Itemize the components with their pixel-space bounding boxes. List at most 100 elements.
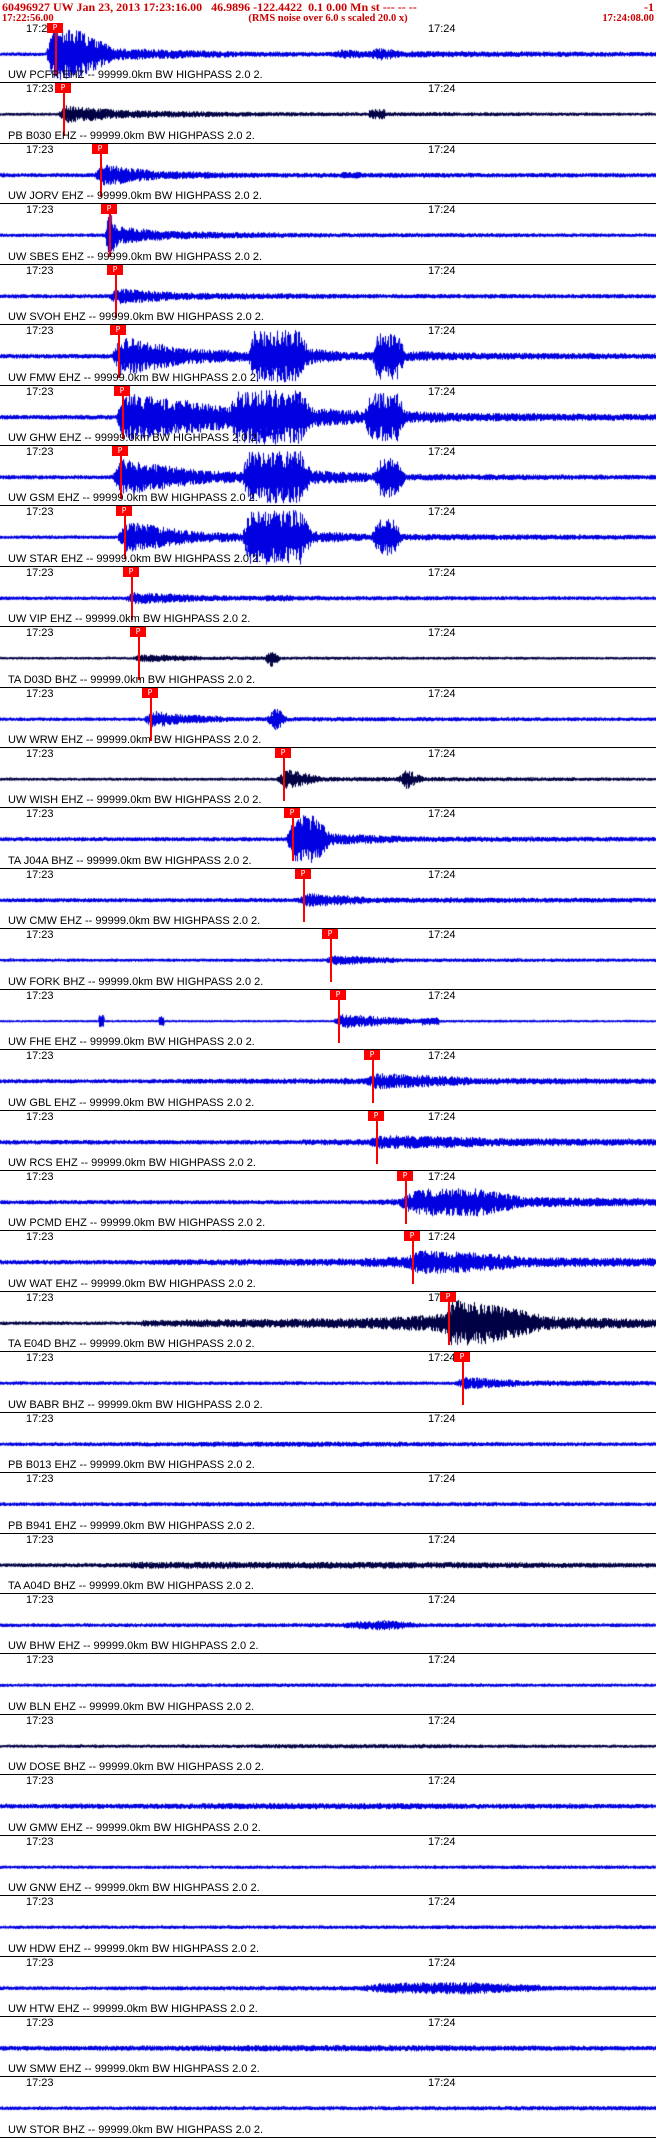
pick-flag[interactable]: P	[404, 1231, 420, 1242]
trace-label: PB B941 EHZ -- 99999.0km BW HIGHPASS 2.0…	[8, 1519, 255, 1532]
pick-flag[interactable]: P	[107, 264, 123, 275]
waveform-canvas[interactable]	[0, 1110, 656, 1171]
tick-right-label: 17:24	[428, 2016, 456, 2029]
pick-flag[interactable]: P	[114, 385, 130, 396]
trace-label: UW STAR EHZ -- 99999.0km BW HIGHPASS 2.0…	[8, 552, 262, 565]
tick-right-label: 17:24	[428, 748, 456, 761]
waveform-canvas[interactable]	[0, 1050, 656, 1110]
waveform-canvas[interactable]	[0, 506, 656, 566]
pick-flag[interactable]: P	[322, 929, 338, 940]
trace-row: 17:23 17:24 P UW GHW EHZ -- 99999.0km BW…	[0, 385, 656, 446]
pick-flag[interactable]: P	[284, 808, 300, 819]
pick-flag[interactable]: P	[454, 1352, 470, 1363]
pick-flag[interactable]: P	[295, 868, 311, 879]
waveform-canvas[interactable]	[0, 989, 656, 1050]
waveform-canvas[interactable]	[0, 385, 656, 445]
tick-left-label: 17:23	[26, 445, 54, 458]
trace-label: UW JORV EHZ -- 99999.0km BW HIGHPASS 2.0…	[8, 190, 262, 203]
pick-flag[interactable]: P	[110, 325, 126, 336]
trace-label: UW HTW EHZ -- 99999.0km BW HIGHPASS 2.0 …	[8, 2002, 258, 2015]
pick-flag[interactable]: P	[440, 1291, 456, 1302]
trace-label: TA J04A BHZ -- 99999.0km BW HIGHPASS 2.0…	[8, 854, 252, 867]
waveform-canvas[interactable]	[0, 325, 656, 385]
waveform-canvas[interactable]	[0, 1835, 656, 1896]
waveform-canvas[interactable]	[0, 143, 656, 204]
trace-label: UW BABR BHZ -- 99999.0km BW HIGHPASS 2.0…	[8, 1398, 263, 1411]
trace-label: UW FMW EHZ -- 99999.0km BW HIGHPASS 2.0 …	[8, 371, 260, 384]
trace-label: UW STOR BHZ -- 99999.0km BW HIGHPASS 2.0…	[8, 2123, 264, 2136]
pick-flag[interactable]: P	[397, 1171, 413, 1182]
waveform-canvas[interactable]	[0, 868, 656, 929]
tick-right-label: 17:24	[428, 1775, 456, 1788]
pick-flag[interactable]: P	[142, 687, 158, 698]
waveform-canvas[interactable]	[0, 1352, 656, 1412]
waveform-canvas[interactable]	[0, 23, 656, 83]
waveform-canvas[interactable]	[0, 1412, 656, 1473]
pick-flag[interactable]: P	[364, 1050, 380, 1061]
trace-label: UW WISH EHZ -- 99999.0km BW HIGHPASS 2.0…	[8, 794, 262, 807]
pick-flag[interactable]: P	[112, 445, 128, 456]
waveform-canvas[interactable]	[0, 1714, 656, 1775]
waveform-canvas[interactable]	[0, 2077, 656, 2137]
trace-row: 17:23 17:24 UW HTW EHZ -- 99999.0km BW H…	[0, 1956, 656, 2017]
pick-line	[118, 335, 120, 379]
trace-row: 17:23 17:24 P TA J04A BHZ -- 99999.0km B…	[0, 808, 656, 869]
tick-right-label: 17:24	[428, 1412, 456, 1425]
tick-right-label: 17:24	[428, 1714, 456, 1727]
tick-right-label: 17:24	[428, 83, 456, 96]
tick-left-label: 17:23	[26, 2077, 54, 2090]
waveform-canvas[interactable]	[0, 627, 656, 687]
trace-label: UW CMW EHZ -- 99999.0km BW HIGHPASS 2.0 …	[8, 915, 261, 928]
tick-right-label: 17:24	[428, 1533, 456, 1546]
pick-flag[interactable]: P	[116, 506, 132, 517]
pick-line	[376, 1120, 378, 1164]
waveform-canvas[interactable]	[0, 1896, 656, 1956]
trace-row: 17:23 17:24 P UW WRW EHZ -- 99999.0km BW…	[0, 687, 656, 749]
trace-row: 17:23 17:24 UW BLN EHZ -- 99999.0km BW H…	[0, 1654, 656, 1715]
waveform-canvas[interactable]	[0, 566, 656, 627]
waveform-canvas[interactable]	[0, 1231, 656, 1291]
waveform-canvas[interactable]	[0, 1291, 656, 1352]
pick-flag[interactable]: P	[130, 627, 146, 638]
tick-left-label: 17:23	[26, 566, 54, 579]
pick-line	[55, 33, 57, 76]
trace-label: UW GHW EHZ -- 99999.0km BW HIGHPASS 2.0 …	[8, 431, 260, 444]
waveform-canvas[interactable]	[0, 1171, 656, 1231]
waveform-canvas[interactable]	[0, 83, 656, 143]
pick-flag[interactable]: P	[55, 83, 71, 94]
trace-list: 17:23 17:24 P UW PCFR EHZ -- 99999.0km B…	[0, 23, 656, 2138]
trace-row: 17:23 17:24 P TA E04D BHZ -- 99999.0km B…	[0, 1291, 656, 1353]
pick-flag[interactable]: P	[368, 1110, 384, 1121]
trace-row: 17:23 17:24 P UW FHE EHZ -- 99999.0km BW…	[0, 989, 656, 1051]
pick-flag[interactable]: P	[92, 143, 108, 154]
pick-flag[interactable]: P	[330, 989, 346, 1000]
tick-right-label: 17:24	[428, 23, 456, 35]
pick-line	[412, 1241, 414, 1285]
waveform-canvas[interactable]	[0, 687, 656, 748]
tick-right-label: 17:24	[428, 143, 456, 156]
tick-left-label: 17:23	[26, 204, 54, 217]
pick-flag[interactable]: P	[101, 204, 117, 215]
waveform-canvas[interactable]	[0, 1593, 656, 1654]
pick-flag[interactable]: P	[47, 23, 63, 33]
pick-line	[462, 1362, 464, 1406]
waveform-canvas[interactable]	[0, 808, 656, 868]
waveform-canvas[interactable]	[0, 1533, 656, 1593]
trace-row: 17:23 17:24 P UW SVOH EHZ -- 99999.0km B…	[0, 264, 656, 326]
trace-label: UW PCMD EHZ -- 99999.0km BW HIGHPASS 2.0…	[8, 1217, 266, 1230]
waveform-canvas[interactable]	[0, 445, 656, 506]
pick-line	[131, 576, 133, 620]
waveform-canvas[interactable]	[0, 748, 656, 808]
pick-flag[interactable]: P	[275, 748, 291, 759]
trace-row: 17:23 17:24 UW BHW EHZ -- 99999.0km BW H…	[0, 1593, 656, 1655]
waveform-canvas[interactable]	[0, 2016, 656, 2077]
waveform-canvas[interactable]	[0, 1654, 656, 1714]
tick-right-label: 17:24	[428, 204, 456, 217]
waveform-canvas[interactable]	[0, 1473, 656, 1533]
pick-flag[interactable]: P	[123, 566, 139, 577]
waveform-canvas[interactable]	[0, 1956, 656, 2016]
rms-scaling-note: (RMS noise over 6.0 s scaled 20.0 x)	[248, 13, 408, 24]
pick-line	[120, 455, 122, 499]
trace-row: 17:23 17:24 UW DOSE BHZ -- 99999.0km BW …	[0, 1714, 656, 1776]
waveform-canvas[interactable]	[0, 1775, 656, 1835]
